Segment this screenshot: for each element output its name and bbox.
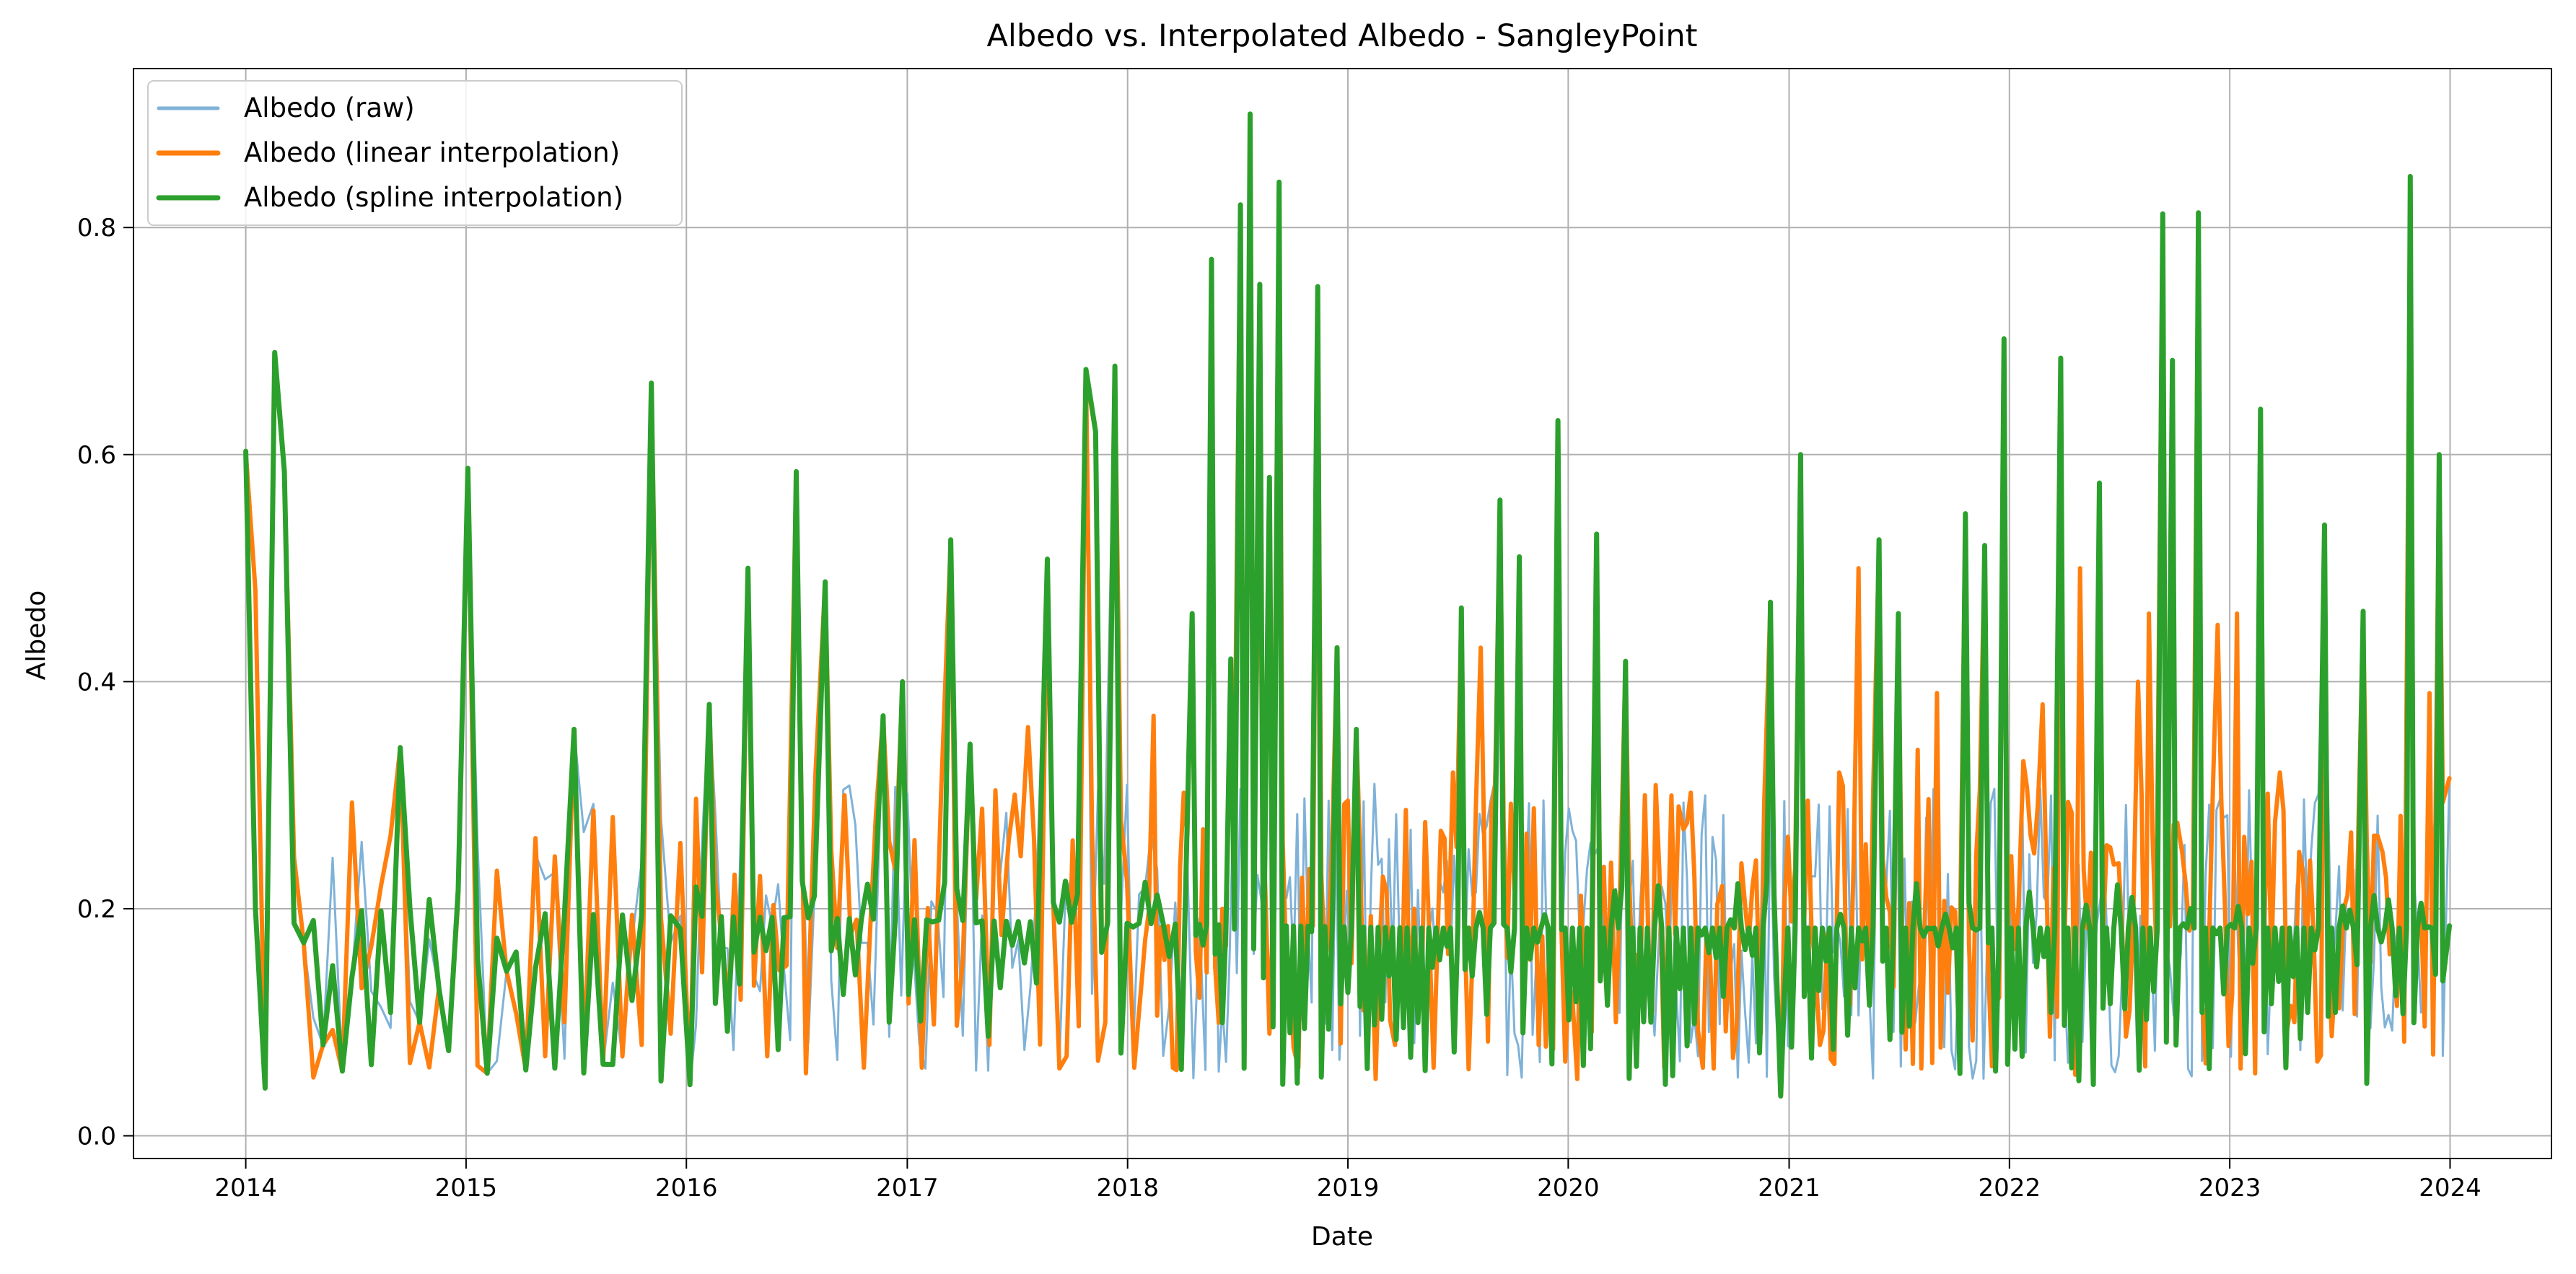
x-tick-label: 2021 <box>1758 1174 1821 1203</box>
y-tick-label: 0.0 <box>77 1122 116 1151</box>
legend-box <box>147 80 683 226</box>
y-tick-label: 0.2 <box>77 895 116 924</box>
series-layer <box>243 111 2453 1099</box>
y-tick-label: 0.6 <box>77 441 116 470</box>
y-tick-label: 0.8 <box>77 214 116 243</box>
x-tick-label: 2015 <box>435 1174 498 1203</box>
grid <box>133 69 2551 1159</box>
legend: Albedo (raw) Albedo (linear interpolatio… <box>147 80 683 226</box>
x-tick-label: 2023 <box>2199 1174 2261 1203</box>
x-tick-label: 2024 <box>2419 1174 2481 1203</box>
x-tick-label: 2016 <box>655 1174 718 1203</box>
chart-title: Albedo vs. Interpolated Albedo - Sangley… <box>986 18 1697 54</box>
plot-frame <box>133 68 2552 1159</box>
x-tick-label: 2022 <box>1979 1174 2041 1203</box>
legend-label-linear: Albedo (linear interpolation) <box>244 137 620 168</box>
x-tick-label: 2017 <box>876 1174 939 1203</box>
x-tick-label: 2020 <box>1537 1174 1600 1203</box>
y-tick-label: 0.4 <box>77 668 116 697</box>
legend-label-raw: Albedo (raw) <box>244 92 415 123</box>
x-tick-label: 2018 <box>1096 1174 1159 1203</box>
x-axis-label: Date <box>1311 1222 1373 1252</box>
series-line-spline <box>243 111 2453 1099</box>
legend-label-spline: Albedo (spline interpolation) <box>244 182 623 213</box>
x-tick-label: 2014 <box>214 1174 277 1203</box>
axis-ticks: 2014 2015 2016 2017 2018 2019 2020 2021 2022 2023… <box>77 214 2481 1203</box>
y-axis-label: Albedo <box>22 590 51 681</box>
x-tick-label: 2019 <box>1317 1174 1380 1203</box>
